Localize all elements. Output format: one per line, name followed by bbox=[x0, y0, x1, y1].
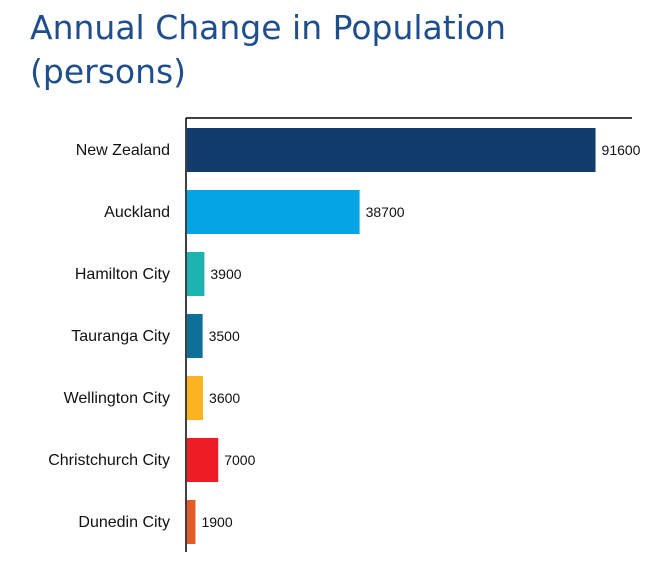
chart-title-line-1: Annual Change in Population bbox=[30, 8, 506, 47]
bar-wellington-city bbox=[187, 376, 204, 420]
value-label: 38700 bbox=[366, 204, 405, 220]
value-label: 91600 bbox=[602, 142, 641, 158]
value-label: 7000 bbox=[224, 452, 255, 468]
bar-christchurch-city bbox=[187, 438, 219, 482]
bar-new-zealand bbox=[187, 128, 596, 172]
bar-auckland bbox=[187, 190, 360, 234]
chart-title: Annual Change in Population (persons) bbox=[30, 6, 630, 94]
bar-dunedin-city bbox=[187, 500, 196, 544]
category-label: Wellington City bbox=[64, 390, 170, 407]
category-label: Christchurch City bbox=[48, 452, 170, 469]
bars-group: New Zealand 91600 Auckland 38700 Hamilton Ci… bbox=[48, 128, 641, 544]
category-label: New Zealand bbox=[76, 142, 170, 159]
bar-hamilton-city bbox=[187, 252, 205, 296]
value-label: 3900 bbox=[210, 266, 241, 282]
plot-frame bbox=[185, 117, 632, 552]
bar-tauranga-city bbox=[187, 314, 203, 358]
value-label: 1900 bbox=[201, 514, 232, 530]
value-label: 3500 bbox=[209, 328, 240, 344]
category-label: Auckland bbox=[104, 204, 170, 221]
value-label: 3600 bbox=[209, 390, 240, 406]
category-label: Tauranga City bbox=[71, 328, 170, 345]
chart-title-line-2: (persons) bbox=[30, 52, 187, 91]
category-label: Dunedin City bbox=[78, 514, 170, 531]
category-label: Hamilton City bbox=[75, 266, 170, 283]
